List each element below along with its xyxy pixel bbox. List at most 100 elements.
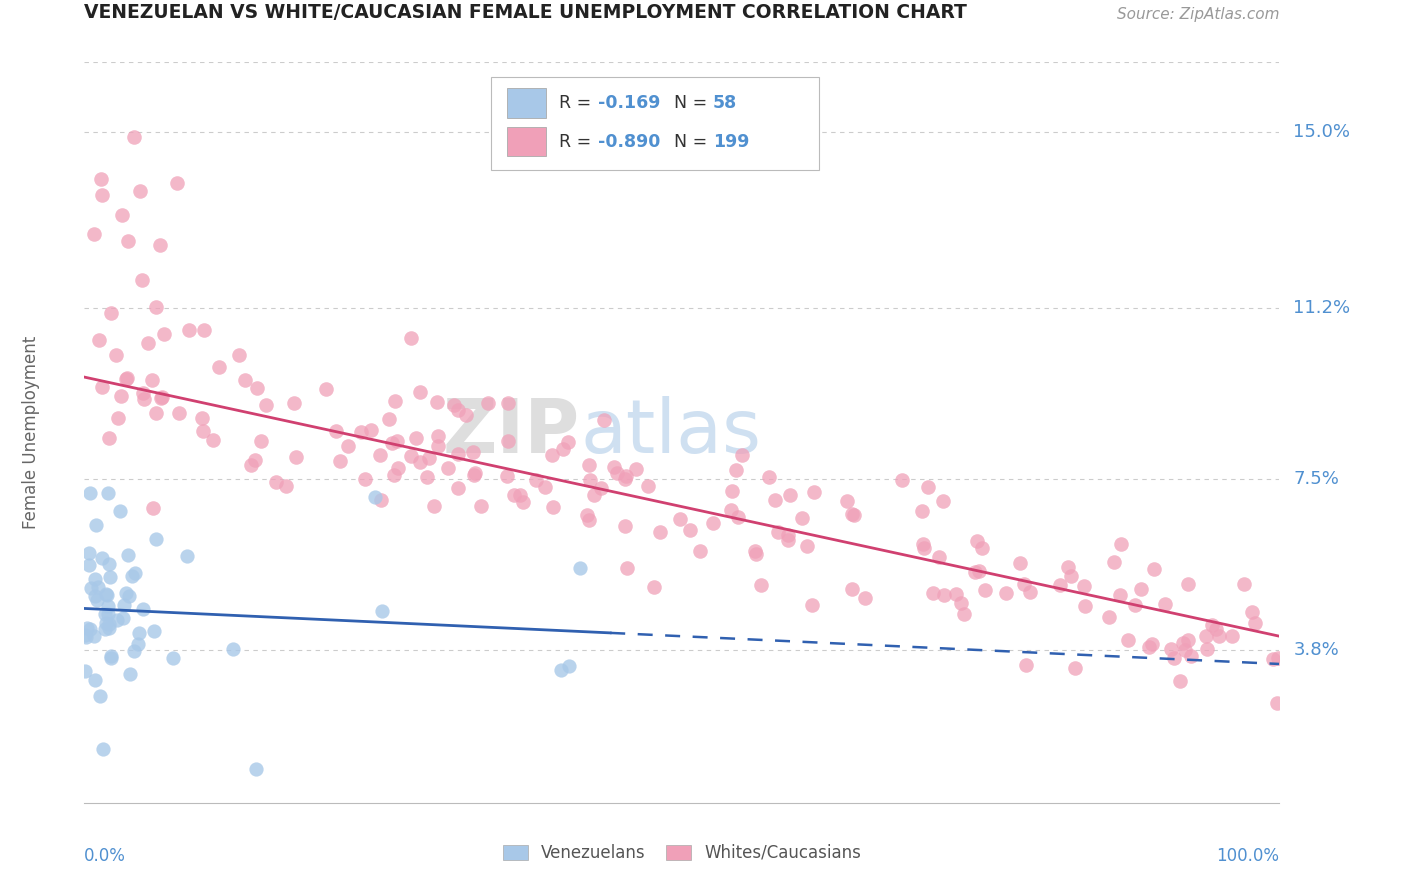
Point bbox=[1160, 642, 1182, 657]
Point bbox=[177, 323, 200, 337]
Point bbox=[917, 480, 939, 494]
Point bbox=[276, 479, 298, 493]
Point bbox=[83, 628, 105, 642]
Point bbox=[132, 385, 155, 400]
Point bbox=[77, 558, 100, 572]
Point bbox=[637, 478, 659, 492]
Point bbox=[76, 621, 98, 635]
Point bbox=[1177, 577, 1199, 591]
Point bbox=[145, 532, 167, 546]
Point bbox=[427, 439, 450, 453]
Point bbox=[1019, 585, 1042, 599]
Point bbox=[100, 306, 122, 320]
Point bbox=[470, 499, 492, 513]
Point bbox=[551, 442, 574, 456]
Point bbox=[970, 541, 993, 555]
Point bbox=[117, 371, 139, 385]
Point bbox=[1098, 609, 1121, 624]
Point bbox=[1180, 649, 1202, 664]
Point bbox=[768, 524, 790, 539]
Point bbox=[1174, 642, 1197, 657]
Point bbox=[730, 448, 752, 462]
Point bbox=[1201, 617, 1223, 632]
Point bbox=[110, 504, 132, 518]
Point bbox=[1015, 657, 1038, 672]
Point bbox=[122, 129, 145, 144]
Point bbox=[127, 637, 149, 651]
Point bbox=[117, 235, 139, 249]
Point bbox=[776, 527, 799, 541]
Point bbox=[399, 449, 422, 463]
Point bbox=[91, 742, 114, 756]
Point bbox=[79, 623, 101, 637]
Point bbox=[142, 500, 165, 515]
Point bbox=[949, 596, 972, 610]
Point bbox=[534, 480, 557, 494]
Point bbox=[557, 435, 579, 450]
Point bbox=[143, 624, 166, 638]
Point bbox=[285, 450, 308, 464]
Point bbox=[1208, 629, 1230, 643]
Point bbox=[193, 424, 215, 438]
Point bbox=[387, 434, 409, 449]
Point bbox=[94, 622, 117, 636]
Point bbox=[149, 391, 172, 405]
Point bbox=[176, 549, 198, 564]
Point bbox=[477, 395, 499, 409]
FancyBboxPatch shape bbox=[508, 88, 546, 118]
Point bbox=[193, 323, 215, 337]
Point bbox=[80, 582, 103, 596]
Point bbox=[974, 583, 997, 598]
Point bbox=[97, 485, 120, 500]
Point bbox=[132, 602, 155, 616]
Point bbox=[779, 488, 801, 502]
Point bbox=[496, 434, 519, 449]
Point bbox=[399, 331, 422, 345]
Point bbox=[841, 507, 863, 521]
Point bbox=[1244, 615, 1267, 630]
Text: 15.0%: 15.0% bbox=[1294, 123, 1350, 141]
Point bbox=[796, 539, 818, 553]
Point bbox=[1143, 562, 1166, 576]
Point bbox=[128, 625, 150, 640]
Text: -0.890: -0.890 bbox=[599, 133, 661, 151]
Point bbox=[98, 558, 121, 572]
Point bbox=[115, 585, 138, 599]
Point bbox=[614, 518, 637, 533]
Text: R =: R = bbox=[558, 133, 596, 151]
Point bbox=[162, 651, 184, 665]
Point bbox=[720, 503, 742, 517]
Point bbox=[90, 380, 112, 394]
Point bbox=[378, 412, 401, 426]
Point bbox=[141, 373, 163, 387]
Point bbox=[495, 468, 517, 483]
Point bbox=[97, 599, 120, 614]
Point bbox=[426, 395, 449, 409]
Point bbox=[86, 593, 108, 607]
FancyBboxPatch shape bbox=[508, 127, 546, 156]
Point bbox=[456, 409, 478, 423]
Point bbox=[201, 434, 224, 448]
Point bbox=[169, 406, 191, 420]
Point bbox=[928, 550, 950, 565]
Point bbox=[1118, 632, 1140, 647]
Point bbox=[423, 500, 446, 514]
Point bbox=[243, 453, 266, 467]
Point bbox=[443, 398, 465, 412]
Point bbox=[583, 488, 606, 502]
Point bbox=[86, 580, 108, 594]
Point bbox=[1220, 629, 1243, 643]
Point bbox=[329, 454, 352, 468]
Point bbox=[1010, 556, 1032, 570]
Point bbox=[416, 470, 439, 484]
Point bbox=[1267, 696, 1289, 710]
Point bbox=[890, 473, 912, 487]
Point bbox=[727, 509, 749, 524]
Point bbox=[837, 494, 859, 508]
Point bbox=[111, 208, 134, 222]
Text: Female Unemployment: Female Unemployment bbox=[21, 336, 39, 529]
Text: -0.169: -0.169 bbox=[599, 95, 661, 112]
Point bbox=[83, 227, 105, 241]
Point bbox=[803, 485, 825, 500]
Point bbox=[370, 493, 392, 508]
